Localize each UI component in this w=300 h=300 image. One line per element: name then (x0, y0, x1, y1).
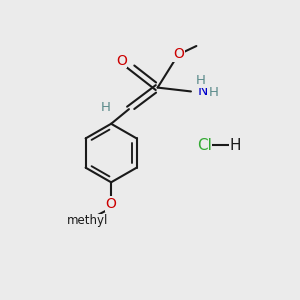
Text: O: O (106, 197, 117, 211)
Text: O: O (116, 54, 127, 68)
Text: H: H (101, 101, 111, 114)
Text: H: H (208, 86, 218, 100)
Text: H: H (230, 138, 241, 153)
Text: O: O (173, 47, 184, 61)
Text: H: H (196, 74, 206, 87)
Text: N: N (197, 84, 208, 98)
Text: Cl: Cl (197, 138, 212, 153)
Text: methyl: methyl (67, 214, 109, 227)
